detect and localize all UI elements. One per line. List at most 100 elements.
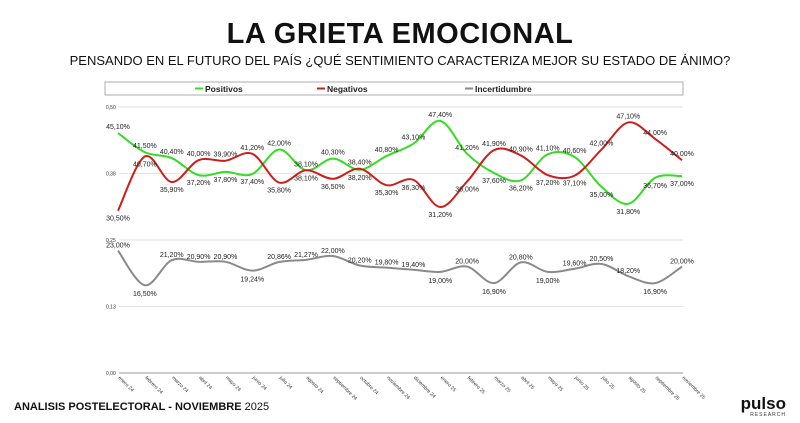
legend-label: Positivos	[205, 84, 243, 94]
data-label: 22,00%	[321, 248, 345, 255]
data-label: 37,00%	[670, 181, 694, 188]
data-label: 37,20%	[536, 180, 560, 187]
x-tick-label: noviembre 24	[385, 375, 411, 401]
data-label: 41,10%	[536, 145, 560, 152]
data-label: 19,40%	[402, 262, 426, 269]
data-label: 18,20%	[616, 268, 640, 275]
data-label: 43,10%	[402, 135, 426, 142]
data-label: 16,90%	[482, 289, 506, 296]
data-label: 16,90%	[643, 289, 667, 296]
footer-title: ANALISIS POSTELECTORAL - NOVIEMBRE	[14, 401, 242, 413]
legend-label: Incertidumbre	[475, 84, 532, 94]
x-tick-label: febrero 25	[466, 375, 487, 396]
legend-box	[104, 81, 684, 96]
data-label: 35,90%	[160, 187, 184, 194]
x-tick-label: septiembre 24	[331, 375, 358, 402]
y-tick-label: 0,38	[106, 172, 116, 178]
data-label: 41,50%	[133, 143, 157, 150]
data-label: 37,60%	[482, 178, 506, 185]
x-tick-label: septiembre 25	[654, 375, 681, 402]
data-label: 40,90%	[509, 146, 533, 153]
logo-subtext: RESEARCH	[750, 412, 786, 418]
x-tick-label: abril 24	[197, 375, 213, 391]
page-title: LA GRIETA EMOCIONAL	[226, 18, 574, 50]
data-label: 36,20%	[509, 185, 533, 192]
footer-year: 2025	[244, 401, 270, 413]
x-tick-label: junio 24	[250, 374, 267, 391]
x-tick-label: julio 25	[599, 374, 615, 390]
x-tick-label: agosto 25	[627, 375, 647, 395]
x-tick-label: febrero 24	[143, 375, 164, 396]
x-tick-label: abril 25	[519, 375, 535, 391]
y-tick-label: 0,13	[106, 305, 116, 311]
data-label: 40,80%	[375, 147, 399, 154]
data-label: 19,60%	[563, 261, 587, 268]
data-label: 36,70%	[643, 183, 667, 190]
legend-label: Negativos	[327, 84, 368, 94]
x-tick-label: mayo 24	[224, 375, 242, 393]
data-label: 41,90%	[482, 141, 506, 148]
pulso-logo: pulso RESEARCH	[740, 394, 786, 418]
y-tick-label: 0,25	[106, 238, 116, 244]
data-label: 20,86%	[267, 254, 291, 261]
data-label: 36,50%	[321, 184, 345, 191]
data-label: 21,27%	[294, 252, 318, 259]
data-label: 19,00%	[428, 278, 452, 285]
x-tick-label: julio 24	[277, 374, 293, 390]
data-label: 20,20%	[348, 258, 372, 265]
footer-label: ANALISIS POSTELECTORAL - NOVIEMBRE 2025	[14, 401, 269, 413]
x-tick-label: octubre 24	[358, 375, 379, 396]
x-tick-label: diciembre 24	[412, 375, 437, 400]
data-label: 19,80%	[375, 260, 399, 267]
y-tick-label: 0,50	[106, 105, 116, 111]
x-tick-label: agosto 24	[305, 375, 325, 395]
data-label: 37,10%	[563, 181, 587, 188]
data-label: 16,50%	[133, 291, 157, 298]
data-label: 38,10%	[294, 175, 318, 182]
y-tick-label: 0,00	[106, 371, 116, 377]
x-tick-label: junio 25	[572, 374, 589, 391]
data-label: 21,20%	[160, 252, 184, 259]
x-tick-label: enero 24	[117, 375, 135, 393]
data-label: 35,00%	[590, 192, 614, 199]
x-tick-label: noviembre 25	[681, 375, 707, 401]
data-label: 40,30%	[321, 150, 345, 157]
series-line-incertidumbre	[117, 250, 683, 287]
x-tick-label: mayo 25	[546, 375, 564, 393]
data-label: 23,00%	[106, 243, 130, 250]
data-label: 38,10%	[294, 161, 318, 168]
data-label: 47,10%	[616, 113, 640, 120]
data-label: 40,60%	[563, 148, 587, 155]
data-label: 41,20%	[455, 145, 479, 152]
data-label: 38,40%	[348, 160, 372, 167]
data-label: 20,90%	[187, 254, 211, 261]
x-tick-label: marzo 24	[170, 375, 189, 394]
data-label: 40,00%	[187, 151, 211, 158]
data-label: 41,20%	[240, 145, 264, 152]
data-label: 36,00%	[455, 186, 479, 193]
data-label: 38,20%	[348, 175, 372, 182]
data-label: 45,10%	[106, 124, 130, 131]
data-label: 31,20%	[428, 212, 452, 219]
x-tick-label: enero 25	[439, 375, 457, 393]
data-label: 20,90%	[214, 254, 238, 261]
data-label: 20,50%	[590, 256, 614, 263]
data-label: 42,00%	[267, 141, 291, 148]
data-label: 37,80%	[214, 177, 238, 184]
data-label: 47,40%	[428, 112, 452, 119]
data-label: 40,40%	[160, 149, 184, 156]
series-line-negativos	[117, 121, 683, 212]
data-label: 40,00%	[670, 151, 694, 158]
series-line-positivos	[117, 119, 683, 205]
logo-text: pulso	[740, 394, 786, 413]
data-label: 40,70%	[133, 161, 157, 168]
page-subtitle: PENSANDO EN EL FUTURO DEL PAÍS ¿QUÉ SENT…	[69, 53, 731, 68]
data-label: 20,00%	[670, 259, 694, 266]
data-label: 39,90%	[214, 152, 238, 159]
data-label: 35,30%	[375, 190, 399, 197]
data-label: 42,00%	[590, 141, 614, 148]
data-label: 19,24%	[240, 277, 264, 284]
data-label: 19,00%	[536, 278, 560, 285]
x-tick-label: marzo 25	[493, 375, 512, 394]
